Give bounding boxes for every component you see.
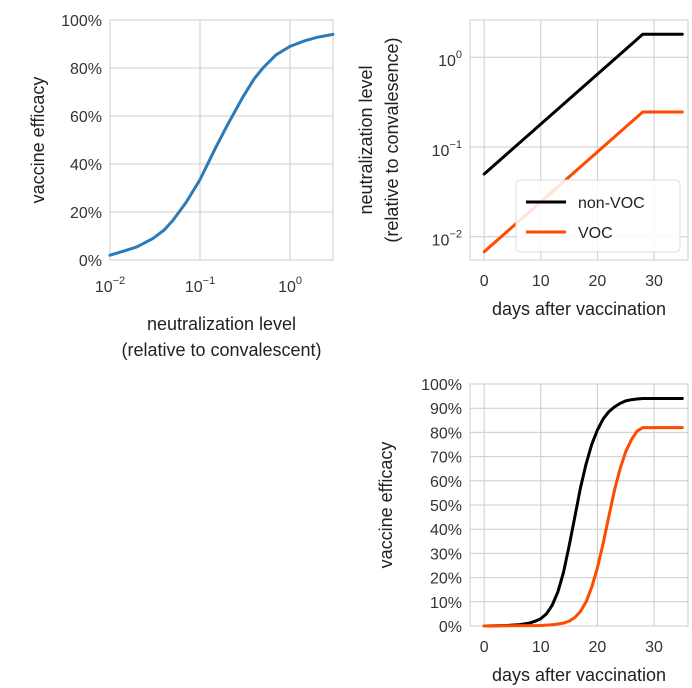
x-tick-label: 30 [645, 639, 663, 656]
y-tick-label: 90% [430, 401, 462, 418]
x-axis-label: days after vaccination [492, 665, 666, 685]
y-tick-label: 30% [430, 546, 462, 563]
y-tick-label: 0% [439, 619, 462, 636]
series-line [482, 426, 684, 628]
x-tick-label: 30 [645, 273, 663, 290]
legend-entry: non-VOC [578, 195, 645, 212]
y-tick-label: 20% [430, 571, 462, 588]
y-tick-label: 10−1 [432, 139, 462, 160]
series-line-non-voc [482, 32, 684, 176]
legend-box [515, 179, 681, 253]
series-line [108, 32, 335, 257]
plot-frame [469, 19, 689, 261]
chart-efficacy-vs-days: 0 10 20 30 0% 10% 20% 30% 40% 50% 60% 70% 80% 90% 100%… [376, 377, 689, 685]
x-axis-label: neutralization level [147, 314, 296, 334]
y-tick-label: 10−2 [432, 229, 462, 250]
y-tick-label: 0% [79, 253, 102, 270]
series-line [482, 397, 684, 628]
y-tick-label: 60% [70, 109, 102, 126]
x-tick-label: 0 [480, 639, 489, 656]
y-axis-label: neutralization level [356, 65, 376, 214]
x-tick-label: 0 [480, 273, 489, 290]
x-tick-label: 100 [278, 275, 302, 296]
y-axis-label: vaccine efficacy [28, 77, 48, 204]
y-tick-label: 100 [438, 49, 462, 70]
plot-frame [109, 19, 334, 261]
x-tick-label: 20 [589, 639, 607, 656]
y-tick-label: 40% [70, 157, 102, 174]
x-axis-label: days after vaccination [492, 299, 666, 319]
y-tick-label: 100% [421, 377, 462, 394]
x-tick-label: 10−1 [185, 275, 215, 296]
chart-efficacy-vs-neutralization: 10−2 10−1 100 0% 20% 40% 60% 80% 100% neutralizat… [28, 13, 335, 360]
y-axis-label: (relative to convalesence) [382, 37, 402, 242]
y-axis-label: vaccine efficacy [376, 442, 396, 569]
y-tick-label: 80% [70, 61, 102, 78]
legend-entry: VOC [578, 225, 613, 242]
y-tick-label: 100% [61, 13, 102, 30]
y-tick-label: 80% [430, 425, 462, 442]
y-tick-label: 20% [70, 205, 102, 222]
legend: non-VOC VOC [515, 179, 681, 253]
x-tick-label: 10 [532, 639, 550, 656]
x-axis-label: (relative to convalescent) [121, 340, 321, 360]
y-tick-label: 50% [430, 498, 462, 515]
y-tick-label: 70% [430, 450, 462, 467]
chart-neutralization-vs-days: 0 10 20 30 10−2 10−1 100 days after vaccination… [356, 19, 689, 319]
y-tick-label: 60% [430, 474, 462, 491]
x-tick-label: 20 [589, 273, 607, 290]
plot-frame [469, 383, 689, 627]
x-tick-label: 10−2 [95, 275, 125, 296]
x-tick-label: 10 [532, 273, 550, 290]
y-tick-label: 40% [430, 522, 462, 539]
y-tick-label: 10% [430, 595, 462, 612]
